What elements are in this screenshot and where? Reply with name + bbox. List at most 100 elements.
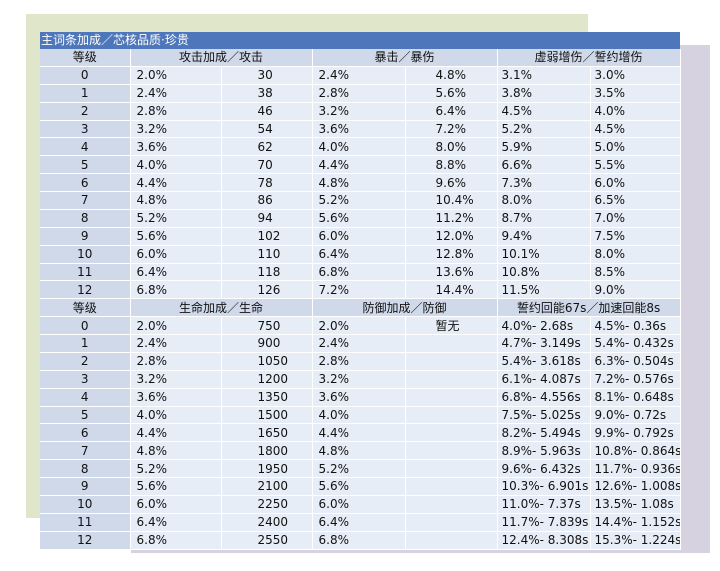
value-cell: 5.2%: [130, 209, 222, 228]
value-cell: 2.8%: [130, 102, 222, 121]
value-cell: 7.2%: [405, 120, 498, 139]
level-cell: 6: [40, 423, 131, 443]
value-cell: 2.8%: [130, 352, 222, 371]
value-cell: 2.4%: [312, 334, 406, 353]
value-cell: 3.1%: [497, 66, 591, 85]
value-cell: 8.7%: [497, 209, 591, 228]
level-cell: 2: [40, 102, 131, 121]
value-cell: 9.0%: [590, 280, 681, 300]
sheet-title: 主词条加成／芯核品质·珍贵: [40, 32, 680, 49]
table-row: 12 6.8% 126 7.2% 14.4% 11.5% 9.0%: [40, 280, 681, 300]
value-cell: 7.2%: [312, 280, 406, 300]
value-cell: 11.7%- 7.839s: [497, 513, 591, 532]
value-cell: 4.4%: [130, 173, 222, 192]
value-cell: [405, 352, 498, 371]
table-row: 10 6.0% 110 6.4% 12.8% 10.1% 8.0%: [40, 245, 681, 264]
value-cell: 9.9%- 0.792s: [590, 423, 681, 443]
column-header: 暴击／暴伤: [312, 49, 498, 67]
value-cell: 8.1%- 0.648s: [590, 388, 681, 407]
value-cell: 1350: [221, 388, 313, 407]
value-cell: 102: [221, 227, 313, 246]
value-cell: 5.9%: [497, 137, 591, 157]
value-cell: 6.4%: [130, 263, 222, 282]
section1-header-row: 等级 攻击加成／攻击 暴击／暴伤 虚弱增伤／誓约增伤: [40, 49, 681, 67]
value-cell: 6.8%: [312, 531, 406, 550]
column-header: 誓约回能67s／加速回能8s: [497, 298, 681, 318]
value-cell: 900: [221, 334, 313, 353]
value-cell: 4.8%: [312, 441, 406, 461]
value-cell: 15.3%- 1.224s: [590, 531, 681, 550]
value-cell: 2.4%: [130, 84, 222, 103]
value-cell: 46: [221, 102, 313, 121]
value-cell: 126: [221, 280, 313, 300]
value-cell: 4.8%: [312, 173, 406, 192]
table-row: 11 6.4% 2400 6.4% 11.7%- 7.839s 14.4%- 1.152s: [40, 513, 681, 532]
level-cell: 11: [40, 513, 131, 532]
value-cell: 7.0%: [590, 209, 681, 228]
value-cell: 5.2%: [130, 459, 222, 478]
level-cell: 8: [40, 209, 131, 228]
value-cell: 94: [221, 209, 313, 228]
value-cell: 54: [221, 120, 313, 139]
value-cell: 1500: [221, 406, 313, 425]
value-cell: 10.4%: [405, 191, 498, 210]
value-cell: 4.0%: [130, 406, 222, 425]
level-cell: 9: [40, 477, 131, 496]
level-cell: 1: [40, 334, 131, 353]
value-cell: 2400: [221, 513, 313, 532]
value-cell: 8.0%: [590, 245, 681, 264]
value-cell: 3.5%: [590, 84, 681, 103]
value-cell: 10.8%: [497, 263, 591, 282]
value-cell: 3.6%: [130, 137, 222, 157]
value-cell: 4.4%: [130, 423, 222, 443]
value-cell: 5.4%- 0.432s: [590, 334, 681, 353]
value-cell: 4.0%: [130, 155, 222, 175]
value-cell: 11.0%- 7.37s: [497, 495, 591, 514]
level-cell: 12: [40, 531, 131, 550]
table-row: 6 4.4% 78 4.8% 9.6% 7.3% 6.0%: [40, 173, 681, 192]
value-cell: 3.2%: [130, 120, 222, 139]
stats-table: 等级 攻击加成／攻击 暴击／暴伤 虚弱增伤／誓约增伤 0 2.0% 30 2.4% 4.8% 3.…: [40, 49, 681, 550]
value-cell: 6.4%: [405, 102, 498, 121]
table-row: 5 4.0% 70 4.4% 8.8% 6.6% 5.5%: [40, 155, 681, 175]
level-cell: 0: [40, 316, 131, 335]
value-cell: 4.5%: [497, 102, 591, 121]
value-cell: 10.3%- 6.901s: [497, 477, 591, 496]
value-cell: 5.6%: [130, 477, 222, 496]
table-row: 2 2.8% 1050 2.8% 5.4%- 3.618s 6.3%- 0.504s: [40, 352, 681, 371]
value-cell: 7.5%: [590, 227, 681, 246]
value-cell: 8.2%- 5.494s: [497, 423, 591, 443]
value-cell: 12.4%- 8.308s: [497, 531, 591, 550]
value-cell: 3.6%: [312, 388, 406, 407]
value-cell: 118: [221, 263, 313, 282]
value-cell: 62: [221, 137, 313, 157]
table-row: 3 3.2% 1200 3.2% 6.1%- 4.087s 7.2%- 0.576s: [40, 370, 681, 389]
value-cell: 9.0%- 0.72s: [590, 406, 681, 425]
table-row: 6 4.4% 1650 4.4% 8.2%- 5.494s 9.9%- 0.792s: [40, 423, 681, 443]
table-row: 0 2.0% 30 2.4% 4.8% 3.1% 3.0%: [40, 66, 681, 85]
value-cell: 4.4%: [312, 423, 406, 443]
value-cell: 750: [221, 316, 313, 335]
value-cell: 6.4%: [130, 513, 222, 532]
table-row: 0 2.0% 750 2.0% 暂无 4.0%- 2.68s 4.5%- 0.36s: [40, 316, 681, 335]
value-cell: 6.8%- 4.556s: [497, 388, 591, 407]
value-cell: 5.0%: [590, 137, 681, 157]
value-cell: 5.5%: [590, 155, 681, 175]
value-cell: 1800: [221, 441, 313, 461]
table-row: 4 3.6% 1350 3.6% 6.8%- 4.556s 8.1%- 0.648s: [40, 388, 681, 407]
table-row: 1 2.4% 38 2.8% 5.6% 3.8% 3.5%: [40, 84, 681, 103]
value-cell: 10.8%- 0.864s: [590, 441, 681, 461]
value-cell: [405, 370, 498, 389]
value-cell: 11.2%: [405, 209, 498, 228]
value-cell: [405, 406, 498, 425]
value-cell: 12.6%- 1.008s: [590, 477, 681, 496]
value-cell: 2.8%: [312, 84, 406, 103]
stats-sheet: 主词条加成／芯核品质·珍贵 等级 攻击加成／攻击 暴击／暴伤 虚弱增伤／誓约增伤 0 2.…: [40, 32, 681, 550]
value-cell: 6.0%: [130, 245, 222, 264]
value-cell: 70: [221, 155, 313, 175]
value-cell: 11.7%- 0.936s: [590, 459, 681, 478]
value-cell: 4.8%: [405, 66, 498, 85]
value-cell: [405, 423, 498, 443]
value-cell: 4.0%: [312, 406, 406, 425]
value-cell: [405, 513, 498, 532]
